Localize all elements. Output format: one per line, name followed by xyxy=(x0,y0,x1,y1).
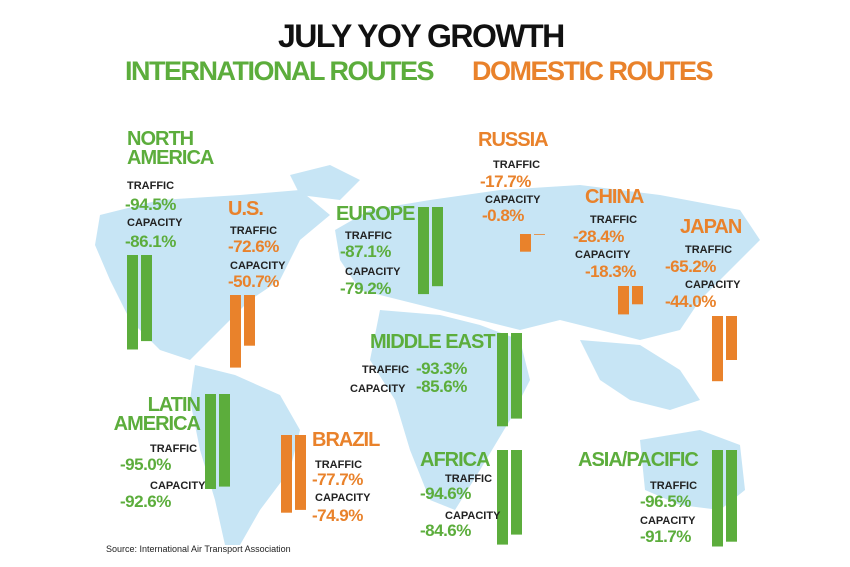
chart-title: JULY YOY GROWTH xyxy=(278,18,565,54)
legend-entry: INTERNATIONAL ROUTES xyxy=(125,56,435,86)
bar xyxy=(295,435,306,510)
bar xyxy=(432,207,443,287)
metric-label: CAPACITY xyxy=(230,260,286,272)
bar xyxy=(127,255,138,350)
region-name: LATIN AMERICA xyxy=(113,394,201,435)
metric-label: CAPACITY xyxy=(345,266,401,278)
metric-label: TRAFFIC xyxy=(345,230,393,242)
value-label: -84.6% xyxy=(420,521,471,540)
bar xyxy=(726,316,737,360)
value-label: -86.1% xyxy=(125,232,176,251)
bar xyxy=(281,435,292,513)
value-label: -50.7% xyxy=(228,272,279,291)
metric-label: TRAFFIC xyxy=(590,214,638,226)
metric-label: CAPACITY xyxy=(485,194,541,206)
value-label: -91.7% xyxy=(640,527,691,546)
region-name: MIDDLE EAST xyxy=(370,331,496,353)
value-label: -72.6% xyxy=(228,237,279,256)
region-name: AFRICA xyxy=(420,449,491,471)
metric-label: TRAFFIC xyxy=(445,473,493,485)
bar xyxy=(219,394,230,487)
metric-label: CAPACITY xyxy=(127,217,183,229)
value-label: -44.0% xyxy=(665,292,716,311)
metric-label: CAPACITY xyxy=(685,279,741,291)
bar xyxy=(520,234,531,252)
region-name: EUROPE xyxy=(336,203,415,225)
metric-label: TRAFFIC xyxy=(315,459,363,471)
bar xyxy=(534,234,545,235)
region-name: NORTH AMERICA xyxy=(127,128,214,169)
bar xyxy=(230,295,241,368)
region-name: CHINA xyxy=(585,186,644,208)
value-label: -65.2% xyxy=(665,257,716,276)
bar xyxy=(726,450,737,542)
metric-label: TRAFFIC xyxy=(150,443,198,455)
bar xyxy=(712,316,723,382)
bar xyxy=(632,286,643,305)
metric-label: TRAFFIC xyxy=(127,180,175,192)
value-label: -87.1% xyxy=(340,242,391,261)
value-label: -94.5% xyxy=(125,195,176,214)
bar xyxy=(497,333,508,427)
value-label: -79.2% xyxy=(340,279,391,298)
bar xyxy=(244,295,255,346)
value-label: -28.4% xyxy=(573,227,624,246)
value-label: -95.0% xyxy=(120,455,171,474)
value-label: -18.3% xyxy=(585,262,636,281)
region-name: U.S. xyxy=(228,198,264,220)
metric-label: TRAFFIC xyxy=(650,480,698,492)
legend-entry: DOMESTIC ROUTES xyxy=(472,56,714,86)
region-name: JAPAN xyxy=(680,216,742,238)
metric-label: TRAFFIC xyxy=(230,225,278,237)
metric-label: TRAFFIC xyxy=(493,159,541,171)
metric-label: TRAFFIC xyxy=(685,244,733,256)
region-name: BRAZIL xyxy=(312,429,380,451)
region-name: ASIA/PACIFIC xyxy=(578,449,699,471)
source-note: Source: International Air Transport Asso… xyxy=(106,544,291,554)
bar xyxy=(418,207,429,295)
region-name: RUSSIA xyxy=(478,129,549,151)
value-label: -77.7% xyxy=(312,470,363,489)
bar xyxy=(511,333,522,419)
bar xyxy=(497,450,508,545)
value-label: -94.6% xyxy=(420,484,471,503)
metric-label: CAPACITY xyxy=(445,510,501,522)
bar xyxy=(618,286,629,315)
metric-label: CAPACITY xyxy=(350,383,406,395)
value-label: -0.8% xyxy=(482,206,524,225)
bar xyxy=(141,255,152,342)
value-label: -92.6% xyxy=(120,492,171,511)
metric-label: TRAFFIC xyxy=(362,364,410,376)
value-label: -74.9% xyxy=(312,506,363,525)
value-label: -85.6% xyxy=(416,377,467,396)
metric-label: CAPACITY xyxy=(575,249,631,261)
bar xyxy=(205,394,216,489)
value-label: -96.5% xyxy=(640,492,691,511)
bar xyxy=(712,450,723,547)
metric-label: CAPACITY xyxy=(640,515,696,527)
bar xyxy=(511,450,522,535)
metric-label: CAPACITY xyxy=(315,492,371,504)
value-label: -93.3% xyxy=(416,359,467,378)
metric-label: CAPACITY xyxy=(150,480,206,492)
value-label: -17.7% xyxy=(480,172,531,191)
